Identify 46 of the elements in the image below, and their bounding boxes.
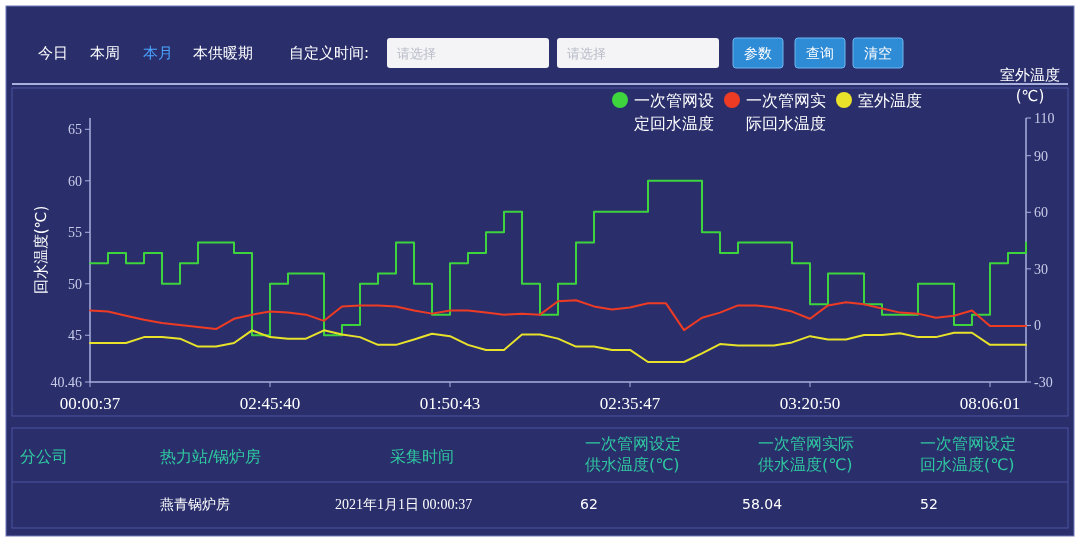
text: 请选择 bbox=[567, 46, 606, 61]
text: 查询 bbox=[806, 45, 834, 61]
y2-tick-label: -30 bbox=[1034, 375, 1053, 390]
y-tick-label: 40.46 bbox=[50, 375, 82, 390]
y-tick-label: 60 bbox=[68, 173, 82, 189]
text: 热力站/锅炉房 bbox=[160, 447, 262, 466]
text: 自定义时间: bbox=[289, 44, 370, 62]
y-tick-label: 50 bbox=[68, 276, 82, 292]
line-series bbox=[89, 329, 1027, 364]
text: 一次管网设定回水温度(℃) bbox=[920, 434, 1016, 474]
text: 58.04 bbox=[742, 496, 783, 512]
line-series bbox=[89, 299, 1027, 332]
text: 参数 bbox=[744, 45, 772, 61]
text: 52 bbox=[920, 496, 938, 512]
legend-label: 室外温度 bbox=[858, 91, 922, 110]
x-tick-label: 02:45:40 bbox=[239, 394, 301, 413]
y-tick-label: 45 bbox=[68, 328, 82, 344]
x-tick-label: 03:20:50 bbox=[779, 394, 841, 413]
x-tick-label: 00:00:37 bbox=[59, 394, 121, 413]
y2-tick-label: 30 bbox=[1034, 261, 1048, 277]
text: 一次管网设定供水温度(℃) bbox=[585, 434, 681, 474]
x-tick-label: 01:50:43 bbox=[419, 394, 481, 413]
y2-tick-label: 90 bbox=[1034, 148, 1048, 164]
y2-tick-label: 110 bbox=[1034, 111, 1055, 126]
text: 本月 bbox=[143, 44, 173, 62]
text: 请选择 bbox=[397, 46, 436, 61]
legend-label: 一次管网实际回水温度 bbox=[746, 91, 826, 133]
y2-tick-label: 60 bbox=[1034, 205, 1048, 221]
y-axis-title: 回水温度(℃) bbox=[32, 205, 50, 295]
text: 今日 bbox=[38, 44, 68, 62]
legend-label: 一次管网设定回水温度 bbox=[634, 91, 714, 133]
x-tick-label: 02:35:47 bbox=[599, 394, 661, 413]
text: 本供暖期 bbox=[193, 44, 253, 62]
y2-tick-label: 0 bbox=[1034, 318, 1041, 334]
y2-axis-title: 室外温度 (℃) bbox=[1000, 66, 1060, 105]
text: 分公司 bbox=[20, 447, 68, 466]
text: 一次管网实际供水温度(℃) bbox=[758, 434, 854, 474]
text: 燕青锅炉房 bbox=[160, 496, 230, 512]
text: 62 bbox=[580, 496, 598, 512]
text: 2021年1月1日 00:00:37 bbox=[335, 497, 473, 512]
text: 采集时间 bbox=[390, 447, 454, 466]
text: 本周 bbox=[90, 44, 120, 62]
text: 清空 bbox=[864, 45, 892, 61]
y-tick-label: 65 bbox=[68, 122, 82, 138]
x-tick-label: 08:06:01 bbox=[959, 394, 1021, 413]
y-tick-label: 55 bbox=[68, 225, 82, 241]
